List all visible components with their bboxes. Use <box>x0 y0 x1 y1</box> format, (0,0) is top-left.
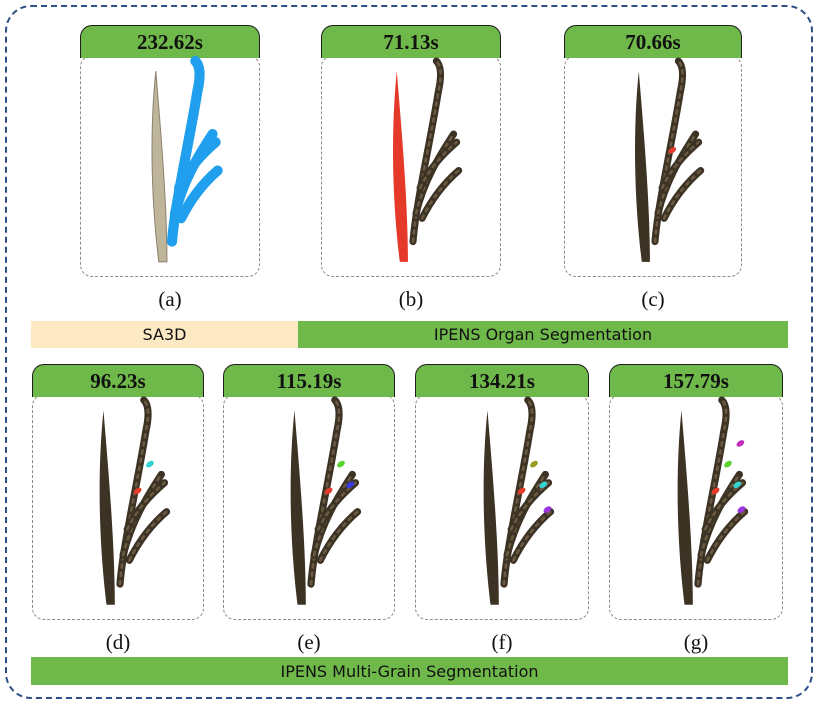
plant-image-d <box>99 396 171 605</box>
panicle-grains-texture-1 <box>505 473 547 557</box>
leaf-dark <box>99 410 115 605</box>
segmented-grain-2 <box>146 460 154 468</box>
panicle-branch-2 <box>658 138 703 192</box>
multi-grain-segmentation-bar: IPENS Multi-Grain Segmentation <box>31 657 788 685</box>
segmented-grain-2 <box>724 460 732 468</box>
time-label-b: 71.13s <box>321 25 501 58</box>
time-label-d: 96.23s <box>32 364 204 397</box>
figure-frame <box>5 5 813 699</box>
plant-image-b <box>393 57 463 262</box>
segmented-grain-1 <box>517 487 526 495</box>
segmented-grain-4 <box>737 506 746 513</box>
plant-image-a <box>151 55 223 263</box>
panicle-grains-texture-1 <box>414 132 455 215</box>
plant-group <box>99 396 171 605</box>
segmented-grain-1 <box>711 487 720 495</box>
plant-group <box>290 396 362 605</box>
panicle-grains-texture-1 <box>121 473 163 557</box>
panicle-branch-2 <box>416 138 461 192</box>
panicle-branch-2 <box>123 479 169 533</box>
plant-group <box>393 57 463 262</box>
panicle-grains-texture-1 <box>699 473 741 557</box>
blue-mask-branch-2 <box>174 137 221 193</box>
blue-mask-branch-3 <box>176 165 223 224</box>
plant-group <box>677 396 749 605</box>
segmented-grain-2 <box>530 460 538 468</box>
time-label-a: 232.62s <box>80 25 260 58</box>
organ-segmentation-bar: IPENS Organ Segmentation <box>298 321 788 348</box>
segmented-grain-2 <box>337 460 345 468</box>
plant-image-f <box>483 396 555 605</box>
caption-a: (a) <box>158 287 182 311</box>
plant-group <box>151 55 223 263</box>
segmented-grain-1 <box>324 487 333 495</box>
leaf-red-mask <box>393 71 408 262</box>
segmented-grain-3 <box>539 481 548 489</box>
segmented-grain-3 <box>346 481 355 489</box>
leaf-dark <box>677 410 693 605</box>
segmented-grain-4 <box>543 506 552 513</box>
panicle-grains-texture-1 <box>656 132 697 215</box>
caption-f: (f) <box>491 630 513 654</box>
plant-group <box>635 57 705 262</box>
caption-c: (c) <box>641 287 665 311</box>
leaf-dark <box>635 71 650 262</box>
panicle-grains-texture-3 <box>512 510 552 562</box>
panicle-grains-texture-3 <box>128 510 168 562</box>
time-label-e: 115.19s <box>223 364 395 397</box>
caption-g: (g) <box>683 630 709 654</box>
plant-group <box>483 396 555 605</box>
sa3d-method-bar: SA3D <box>31 321 298 348</box>
plant-image-c <box>635 57 705 262</box>
panicle-grains-texture-3 <box>420 169 460 220</box>
caption-e: (e) <box>297 630 321 654</box>
segmented-grain-1 <box>668 147 677 154</box>
panicle-grains-texture-3 <box>319 510 359 562</box>
caption-d: (d) <box>105 630 131 654</box>
panicle-grains-texture-3 <box>706 510 746 562</box>
segmented-grain-3 <box>733 481 742 489</box>
leaf-dark <box>483 410 499 605</box>
time-label-c: 70.66s <box>564 25 742 58</box>
caption-b: (b) <box>398 287 424 311</box>
plant-image-e <box>290 396 362 605</box>
time-label-g: 157.79s <box>609 364 783 397</box>
leaf-beige <box>151 71 168 263</box>
segmented-grain-1 <box>133 487 142 495</box>
leaf-dark <box>290 410 306 605</box>
plant-image-g <box>677 396 749 605</box>
segmented-grain-5 <box>736 440 745 447</box>
panicle-grains-texture-3 <box>662 169 702 220</box>
panicle-grains-texture-1 <box>312 473 354 557</box>
time-label-f: 134.21s <box>415 364 589 397</box>
